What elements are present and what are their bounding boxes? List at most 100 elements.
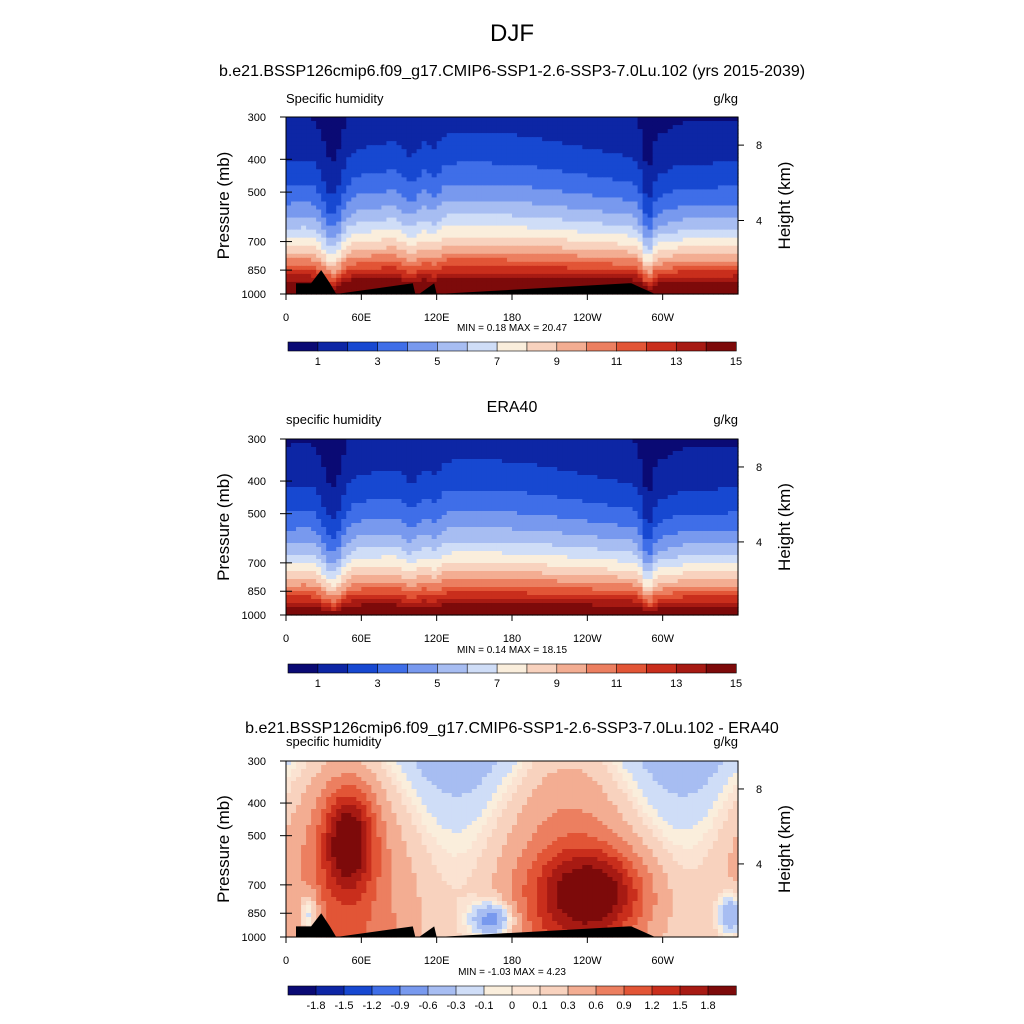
field-cell [391, 459, 398, 464]
field-cell [672, 447, 679, 452]
field-cell [416, 157, 423, 162]
field-cell [647, 153, 654, 158]
field-cell [436, 471, 443, 476]
field-cell [286, 153, 292, 158]
field-cell [331, 185, 337, 191]
field-cell [647, 265, 654, 271]
field-cell [431, 197, 438, 203]
field-cell [381, 233, 388, 239]
field-cell [446, 459, 453, 464]
field-cell [311, 261, 317, 267]
field-cell [381, 249, 388, 255]
field-cell [577, 197, 583, 203]
field-cell [582, 145, 588, 150]
field-cell [396, 133, 403, 138]
field-cell [657, 273, 664, 279]
field-cell [572, 265, 578, 271]
field-cell [632, 455, 639, 460]
field-cell [401, 233, 408, 239]
field-cell [722, 185, 729, 191]
field-cell [341, 249, 347, 255]
field-cell [431, 439, 438, 444]
field-cell [527, 129, 533, 134]
field-cell [712, 285, 719, 291]
field-cell [326, 173, 332, 178]
field-cell [411, 479, 418, 484]
field-cell [321, 141, 327, 146]
field-cell [501, 237, 508, 243]
field-cell [476, 237, 483, 243]
field-cell [582, 137, 588, 142]
field-cell [682, 185, 689, 191]
field-cell [717, 217, 724, 223]
field-cell [286, 165, 292, 170]
field-cell [381, 439, 388, 444]
field-cell [732, 157, 739, 162]
field-cell [361, 145, 367, 150]
field-cell [617, 117, 624, 122]
field-cell [707, 277, 714, 283]
field-cell [682, 459, 689, 464]
field-cell [491, 261, 498, 267]
field-cell [436, 205, 443, 211]
field-cell [727, 121, 734, 126]
field-cell [496, 137, 503, 142]
field-cell [431, 221, 438, 227]
field-cell [557, 253, 563, 259]
field-cell [582, 253, 588, 259]
field-cell [537, 141, 543, 146]
field-cell [547, 149, 553, 154]
field-cell [612, 217, 619, 223]
field-cell [702, 289, 709, 295]
field-cell [421, 463, 428, 468]
field-cell [316, 145, 322, 150]
field-cell [341, 257, 347, 263]
field-cell [331, 133, 337, 138]
field-cell [461, 197, 468, 203]
field-cell [552, 117, 558, 122]
field-cell [517, 117, 523, 122]
field-cell [612, 459, 619, 464]
field-cell [692, 209, 699, 215]
field-cell [632, 181, 639, 186]
x-tick-label: 120E [424, 312, 450, 324]
field-cell [356, 261, 362, 267]
field-cell [577, 213, 583, 219]
field-cell [431, 141, 438, 146]
field-cell [602, 141, 609, 146]
field-cell [386, 153, 393, 158]
field-cell [537, 447, 543, 452]
field-cell [727, 447, 734, 452]
field-cell [597, 463, 603, 468]
field-cell [552, 161, 558, 166]
field-cell [416, 133, 423, 138]
field-cell [426, 117, 433, 122]
field-cell [652, 277, 659, 283]
field-cell [486, 451, 493, 456]
field-cell [331, 209, 337, 215]
field-cell [647, 451, 654, 456]
field-cell [652, 471, 659, 476]
field-cell [542, 125, 548, 130]
field-cell [717, 133, 724, 138]
field-cell [547, 455, 553, 460]
field-cell [607, 197, 614, 203]
field-cell [652, 249, 659, 255]
field-cell [672, 197, 679, 203]
field-cell [491, 233, 498, 239]
field-cell [366, 173, 372, 178]
field-cell [411, 217, 418, 223]
field-cell [652, 201, 659, 207]
field-cell [717, 205, 724, 211]
field-cell [496, 197, 503, 203]
field-cell [732, 261, 739, 267]
field-cell [451, 185, 458, 191]
field-cell [331, 121, 337, 126]
field-cell [652, 193, 659, 199]
field-cell [291, 177, 297, 182]
field-cell [582, 197, 588, 203]
field-cell [602, 237, 609, 243]
field-cell [341, 463, 347, 468]
field-cell [672, 129, 679, 134]
field-cell [416, 257, 423, 263]
